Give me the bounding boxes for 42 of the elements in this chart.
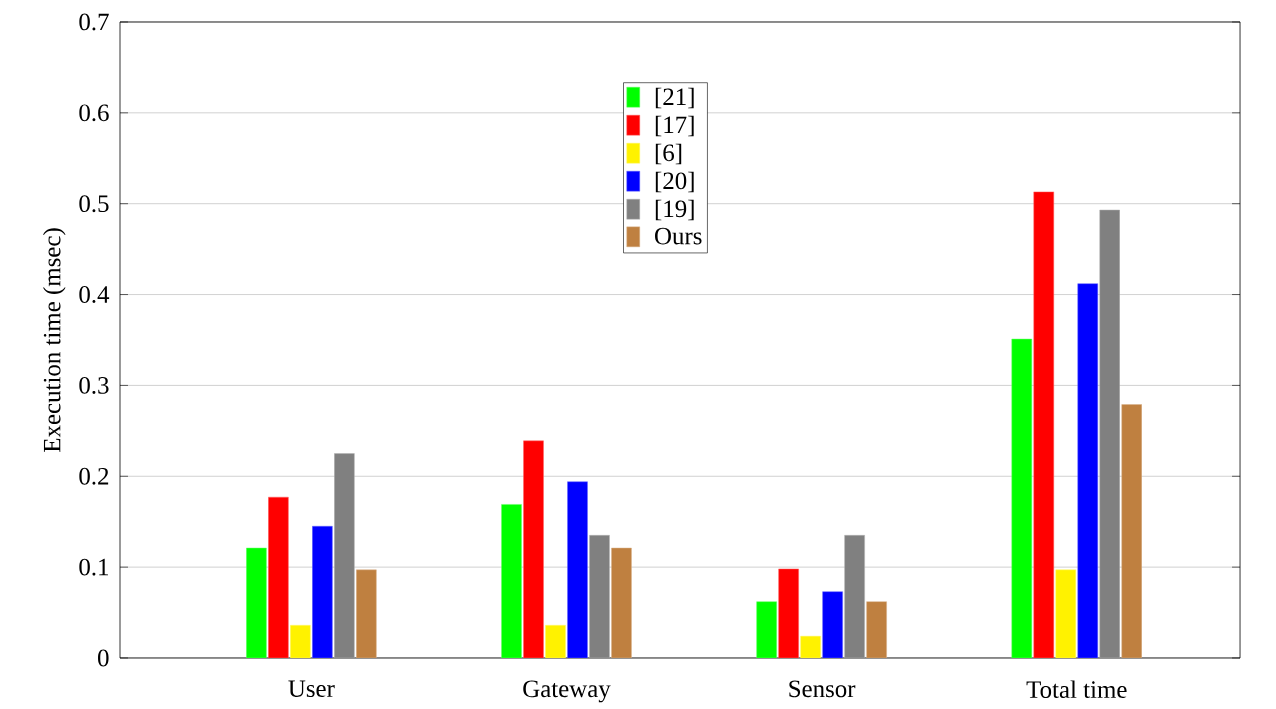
x-tick-label: Total time <box>1026 680 1127 699</box>
bar <box>611 547 632 658</box>
x-tick-label: Gateway <box>523 680 611 703</box>
legend-label: [21] <box>655 87 694 109</box>
bar <box>523 440 544 658</box>
bar <box>756 601 777 658</box>
bar <box>268 496 289 658</box>
x-tick-label: User <box>288 680 335 698</box>
y-tick-label: 0.3 <box>79 376 109 394</box>
y-tick-label: 0.7 <box>79 13 109 31</box>
bar <box>312 525 333 658</box>
bar <box>822 591 843 658</box>
y-tick-label: 0.5 <box>79 195 109 213</box>
bar <box>1033 191 1055 658</box>
bar <box>567 481 588 658</box>
bar <box>1099 209 1120 658</box>
x-tick-label: Sensor <box>789 680 856 698</box>
bar <box>589 535 610 658</box>
legend-label: Ours <box>655 227 702 245</box>
y-axis-title: Execution time (msec) <box>42 228 66 452</box>
y-tick-label: 0.4 <box>79 286 110 304</box>
bar <box>844 535 865 658</box>
y-tick-label: 0.6 <box>79 104 109 122</box>
bar <box>334 453 355 658</box>
bar <box>1077 283 1099 658</box>
bar <box>1121 404 1142 658</box>
y-tick-label: 0.1 <box>79 558 109 576</box>
y-tick-label: 0.2 <box>79 467 109 485</box>
bar <box>1011 338 1033 658</box>
y-tick-label: 0 <box>98 649 109 667</box>
bar <box>1055 569 1077 658</box>
bar <box>778 568 799 658</box>
bar <box>501 504 522 658</box>
legend-label: [17] <box>655 115 694 137</box>
bar <box>356 569 377 658</box>
bar <box>290 625 311 658</box>
bar <box>545 625 566 658</box>
legend-label: [20] <box>655 171 694 193</box>
bar <box>246 547 267 658</box>
legend-label: [6] <box>655 143 682 165</box>
bar <box>866 601 887 658</box>
legend-label: [19] <box>655 199 694 221</box>
